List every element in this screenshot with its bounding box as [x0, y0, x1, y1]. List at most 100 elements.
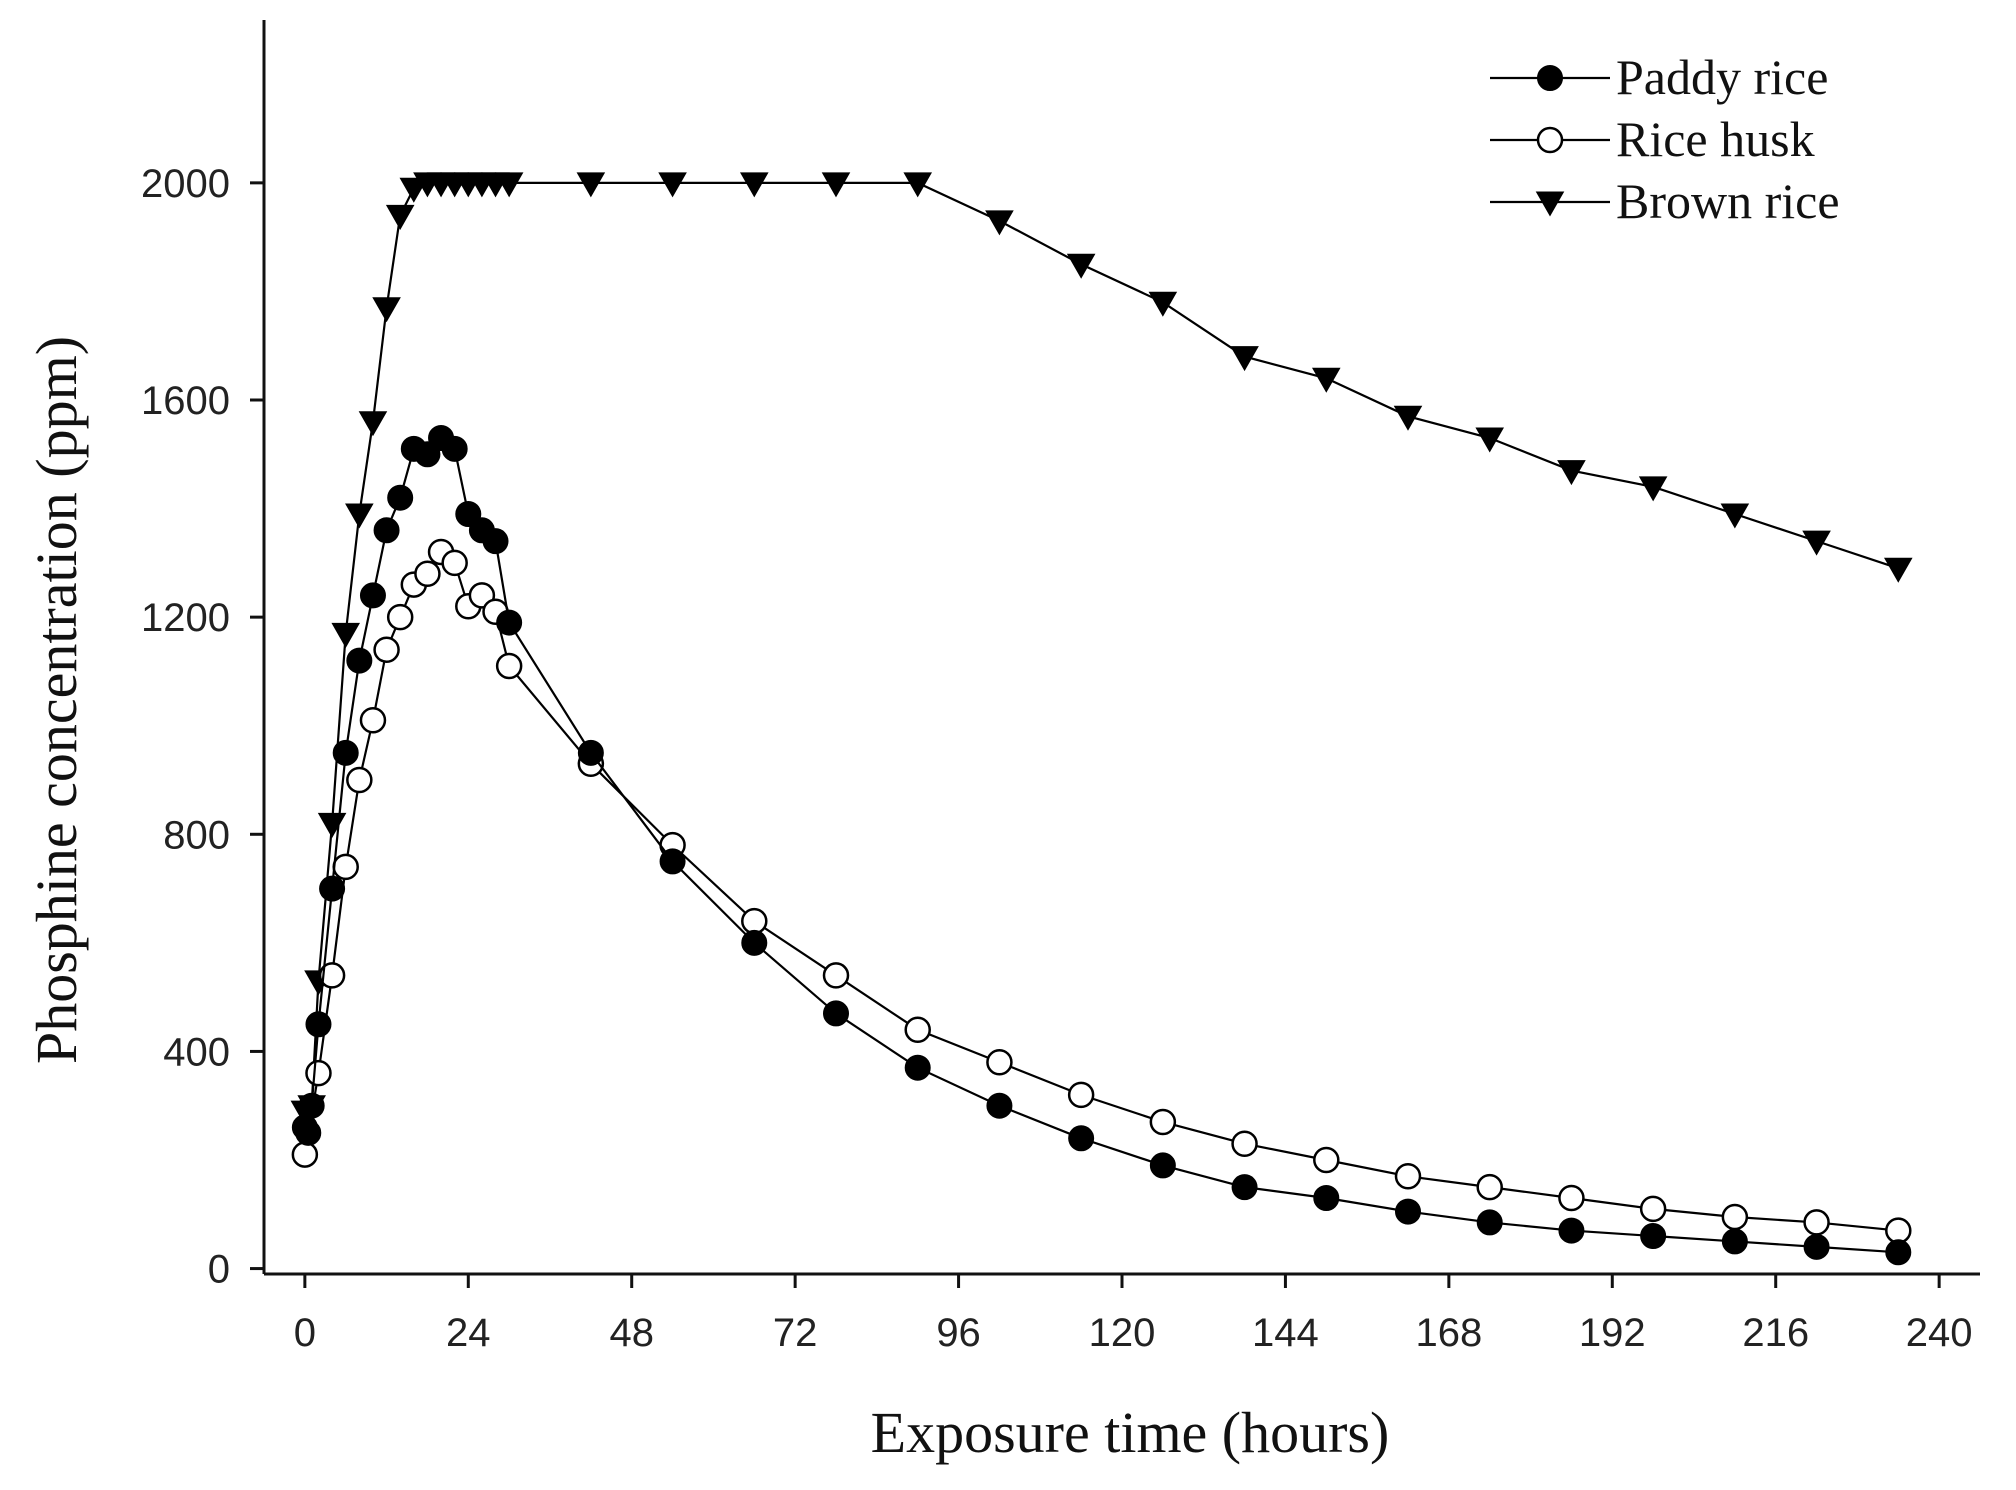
data-point-paddy-rice: [1558, 1217, 1585, 1244]
data-point-brown-rice: [1475, 427, 1505, 453]
data-point-brown-rice: [1720, 503, 1750, 529]
legend-label-brown-rice: Brown rice: [1616, 173, 1840, 229]
data-point-paddy-rice: [387, 484, 414, 511]
legend-marker-rice-husk: [1536, 126, 1564, 154]
data-point-rice-husk: [495, 652, 523, 680]
legend-label-rice-husk: Rice husk: [1616, 111, 1815, 167]
series-line-brown-rice: [304, 181, 1899, 1113]
series-layer: [290, 172, 1913, 1266]
data-point-rice-husk: [332, 853, 359, 881]
data-point-paddy-rice: [741, 929, 768, 956]
data-point-brown-rice: [385, 204, 415, 230]
data-point-rice-husk: [359, 707, 387, 734]
data-point-rice-husk: [1721, 1203, 1749, 1231]
data-point-paddy-rice: [1721, 1228, 1748, 1255]
x-tick-label: 72: [773, 1311, 818, 1355]
data-point-brown-rice: [985, 210, 1014, 236]
data-point-rice-husk: [741, 907, 768, 935]
x-tick-label: 48: [609, 1311, 654, 1355]
data-point-rice-husk: [1067, 1081, 1095, 1109]
data-point-rice-husk: [441, 549, 468, 577]
data-point-paddy-rice: [373, 517, 400, 544]
data-point-brown-rice: [1557, 460, 1586, 486]
x-tick-label: 144: [1252, 1311, 1319, 1355]
data-point-paddy-rice: [332, 739, 359, 766]
x-tick-label: 96: [936, 1311, 981, 1355]
legend: Paddy rice Rice husk Brown rice: [1490, 49, 1840, 229]
data-point-brown-rice: [1066, 253, 1096, 279]
data-point-paddy-rice: [496, 609, 523, 636]
data-point-brown-rice: [1148, 291, 1178, 317]
y-axis-title: Phosphine concentration (ppm): [24, 336, 89, 1064]
data-point-paddy-rice: [482, 528, 509, 555]
data-point-paddy-rice: [319, 875, 346, 902]
y-tick-label: 0: [208, 1248, 230, 1292]
x-tick-label: 216: [1742, 1311, 1809, 1355]
data-point-rice-husk: [305, 1059, 332, 1087]
data-point-brown-rice: [658, 172, 687, 198]
x-tick-label: 0: [294, 1311, 316, 1355]
legend-label-paddy-rice: Paddy rice: [1616, 49, 1828, 105]
series-line-rice-husk: [303, 550, 1899, 1232]
data-point-paddy-rice: [1149, 1152, 1176, 1179]
data-point-rice-husk: [1313, 1146, 1340, 1174]
data-point-brown-rice: [331, 622, 361, 648]
data-point-brown-rice: [358, 411, 388, 437]
y-tick-label: 400: [163, 1030, 230, 1074]
data-point-paddy-rice: [305, 1011, 332, 1038]
data-point-brown-rice: [739, 172, 769, 198]
x-tick-label: 192: [1579, 1311, 1646, 1355]
data-point-brown-rice: [1311, 367, 1341, 393]
data-point-rice-husk: [986, 1049, 1013, 1076]
x-tick-label: 24: [446, 1311, 491, 1355]
data-point-brown-rice: [1230, 346, 1259, 372]
y-tick-label: 800: [163, 813, 230, 857]
y-tick-label: 1600: [141, 379, 230, 423]
legend-marker-paddy-rice: [1537, 65, 1563, 91]
series-paddy-rice: [291, 425, 1912, 1266]
data-point-brown-rice: [494, 172, 524, 198]
data-point-paddy-rice: [1476, 1209, 1503, 1236]
data-point-rice-husk: [1476, 1173, 1503, 1201]
data-point-rice-husk: [822, 962, 850, 989]
data-point-brown-rice: [345, 503, 374, 529]
data-point-paddy-rice: [577, 739, 604, 766]
data-point-rice-husk: [904, 1016, 931, 1043]
data-point-paddy-rice: [1803, 1233, 1830, 1260]
legend-item-paddy-rice: Paddy rice: [1490, 49, 1828, 105]
data-point-brown-rice: [1802, 530, 1831, 556]
y-tick-label: 2000: [141, 162, 230, 206]
data-point-paddy-rice: [986, 1092, 1013, 1119]
data-point-rice-husk: [1885, 1217, 1912, 1244]
data-point-paddy-rice: [1313, 1185, 1340, 1211]
data-point-paddy-rice: [823, 1000, 849, 1027]
data-point-brown-rice: [1883, 557, 1913, 583]
data-point-paddy-rice: [295, 1119, 322, 1146]
data-point-paddy-rice: [659, 848, 686, 875]
data-point-paddy-rice: [346, 647, 373, 674]
data-point-rice-husk: [318, 962, 346, 989]
data-point-brown-rice: [372, 297, 401, 323]
data-point-rice-husk: [1231, 1130, 1258, 1157]
ticks: 0 24 48 72 96 120 144 168 192 216 240 0 400 800 1200 16…: [141, 162, 1973, 1355]
data-point-rice-husk: [1803, 1209, 1830, 1236]
data-point-brown-rice: [1638, 476, 1668, 502]
data-point-brown-rice: [821, 172, 851, 198]
data-point-rice-husk: [414, 560, 441, 587]
x-tick-label: 120: [1089, 1311, 1156, 1355]
y-tick-label: 1200: [141, 596, 230, 640]
legend-item-brown-rice: Brown rice: [1490, 173, 1840, 229]
data-point-paddy-rice: [1231, 1174, 1258, 1201]
x-tick-label: 168: [1415, 1311, 1482, 1355]
data-point-brown-rice: [1393, 405, 1423, 431]
data-point-paddy-rice: [904, 1054, 931, 1081]
x-tick-label: 240: [1906, 1311, 1973, 1355]
data-point-paddy-rice: [441, 435, 468, 462]
data-point-paddy-rice: [1068, 1125, 1095, 1152]
data-point-rice-husk: [1558, 1184, 1585, 1212]
legend-marker-brown-rice: [1535, 191, 1565, 217]
series-brown-rice: [290, 172, 1913, 1126]
data-point-rice-husk: [386, 603, 414, 631]
series-line-paddy-rice: [303, 436, 1899, 1254]
data-point-paddy-rice: [298, 1092, 325, 1119]
